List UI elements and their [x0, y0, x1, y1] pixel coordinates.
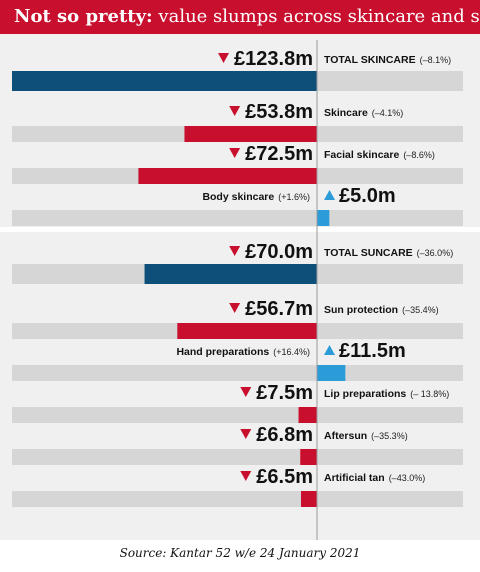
- down-arrow-icon: [229, 246, 241, 256]
- bar: [138, 168, 317, 184]
- title-lead: Not so pretty:: [14, 6, 153, 27]
- category-name: Hand preparations: [176, 346, 269, 358]
- change-percent: (– 13.8%): [410, 389, 449, 399]
- bar: [300, 491, 317, 507]
- down-arrow-icon: [229, 106, 241, 116]
- down-arrow-icon: [240, 471, 252, 481]
- bar: [300, 449, 317, 465]
- change-percent: (–8.1%): [420, 55, 452, 65]
- bar: [184, 126, 317, 142]
- change-percent: (–43.0%): [389, 473, 426, 483]
- category-name: Sun protection: [324, 304, 398, 316]
- change-percent: (–35.3%): [371, 431, 408, 441]
- change-percent: (+1.6%): [278, 192, 310, 202]
- category-label: Hand preparations (+16.4%): [176, 346, 310, 358]
- category-name: Skincare: [324, 107, 368, 119]
- down-arrow-icon: [218, 53, 230, 63]
- bar: [317, 210, 330, 226]
- category-name: Artificial tan: [324, 472, 385, 484]
- bar-track: [12, 210, 463, 226]
- category-label: Aftersun (–35.3%): [324, 430, 408, 442]
- category-name: Facial skincare: [324, 149, 399, 161]
- group-divider: [0, 227, 480, 232]
- bar-track: [12, 407, 463, 423]
- category-name: TOTAL SKINCARE: [324, 54, 416, 66]
- category-label: Body skincare (+1.6%): [202, 191, 310, 203]
- bar-track: [12, 491, 463, 507]
- down-arrow-icon: [229, 303, 241, 313]
- up-arrow-icon: [324, 345, 335, 355]
- category-label: TOTAL SKINCARE (–8.1%): [324, 54, 451, 66]
- source-note: Source: Kantar 52 w/e 24 January 2021: [119, 546, 361, 560]
- change-percent: (–4.1%): [372, 108, 404, 118]
- value-label: £6.5m: [256, 466, 313, 488]
- value-label: £7.5m: [256, 382, 313, 404]
- bar-track: [12, 449, 463, 465]
- bar: [317, 365, 346, 381]
- category-name: Body skincare: [202, 191, 274, 203]
- change-percent: (–8.6%): [403, 150, 435, 160]
- down-arrow-icon: [229, 148, 241, 158]
- category-name: TOTAL SUNCARE: [324, 247, 413, 259]
- category-name: Aftersun: [324, 430, 367, 442]
- value-label: £70.0m: [245, 241, 313, 263]
- value-label: £123.8m: [234, 48, 313, 70]
- value-label: £6.8m: [256, 424, 313, 446]
- category-label: Artificial tan (–43.0%): [324, 472, 425, 484]
- category-label: Facial skincare (–8.6%): [324, 149, 435, 161]
- bar: [144, 264, 317, 284]
- chart-title: Not so pretty: value slumps across skinc…: [14, 6, 480, 27]
- category-label: Skincare (–4.1%): [324, 107, 403, 119]
- category-label: Sun protection (–35.4%): [324, 304, 439, 316]
- bar: [177, 323, 317, 339]
- value-label: £11.5m: [339, 340, 406, 362]
- change-percent: (–36.0%): [417, 248, 454, 258]
- category-label: Lip preparations (– 13.8%): [324, 388, 449, 400]
- value-label: £56.7m: [245, 298, 313, 320]
- up-arrow-icon: [324, 190, 335, 200]
- bar: [12, 71, 317, 91]
- down-arrow-icon: [240, 429, 252, 439]
- title-rest: value slumps across skincare and suncare: [158, 6, 480, 27]
- title-bar: Not so pretty: value slumps across skinc…: [0, 0, 480, 34]
- change-percent: (–35.4%): [402, 305, 439, 315]
- bar: [298, 407, 317, 423]
- value-label: £5.0m: [339, 185, 396, 207]
- category-name: Lip preparations: [324, 388, 406, 400]
- down-arrow-icon: [240, 387, 252, 397]
- category-label: TOTAL SUNCARE (–36.0%): [324, 247, 453, 259]
- bar-track: [12, 365, 463, 381]
- value-label: £53.8m: [245, 101, 313, 123]
- value-label: £72.5m: [245, 143, 313, 165]
- change-percent: (+16.4%): [273, 347, 310, 357]
